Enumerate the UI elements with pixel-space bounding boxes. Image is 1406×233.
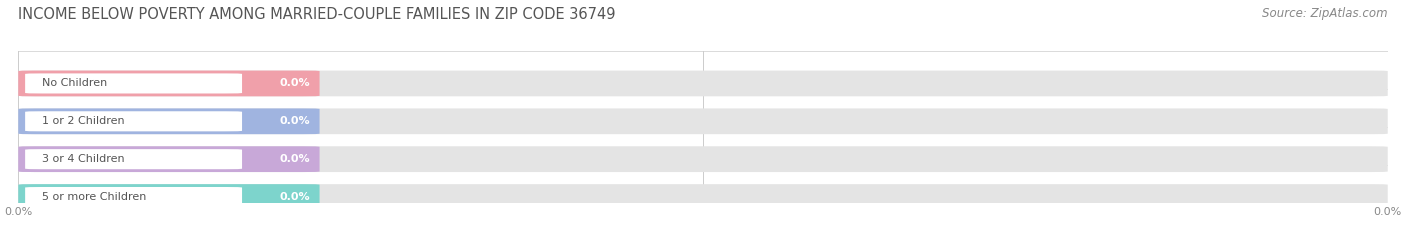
Text: INCOME BELOW POVERTY AMONG MARRIED-COUPLE FAMILIES IN ZIP CODE 36749: INCOME BELOW POVERTY AMONG MARRIED-COUPL… [18,7,616,22]
FancyBboxPatch shape [25,111,242,131]
Text: No Children: No Children [42,79,108,89]
FancyBboxPatch shape [18,146,1388,172]
Text: Source: ZipAtlas.com: Source: ZipAtlas.com [1263,7,1388,20]
Text: 5 or more Children: 5 or more Children [42,192,146,202]
FancyBboxPatch shape [25,73,242,93]
FancyBboxPatch shape [18,184,1388,210]
FancyBboxPatch shape [18,71,319,96]
Text: 0.0%: 0.0% [280,192,309,202]
FancyBboxPatch shape [25,187,242,207]
FancyBboxPatch shape [25,149,242,169]
Text: 0.0%: 0.0% [280,154,309,164]
Text: 1 or 2 Children: 1 or 2 Children [42,116,125,126]
FancyBboxPatch shape [18,108,1388,134]
FancyBboxPatch shape [18,184,319,210]
FancyBboxPatch shape [18,108,319,134]
Text: 0.0%: 0.0% [280,79,309,89]
FancyBboxPatch shape [18,146,319,172]
FancyBboxPatch shape [18,71,1388,96]
Text: 0.0%: 0.0% [280,116,309,126]
Text: 3 or 4 Children: 3 or 4 Children [42,154,125,164]
